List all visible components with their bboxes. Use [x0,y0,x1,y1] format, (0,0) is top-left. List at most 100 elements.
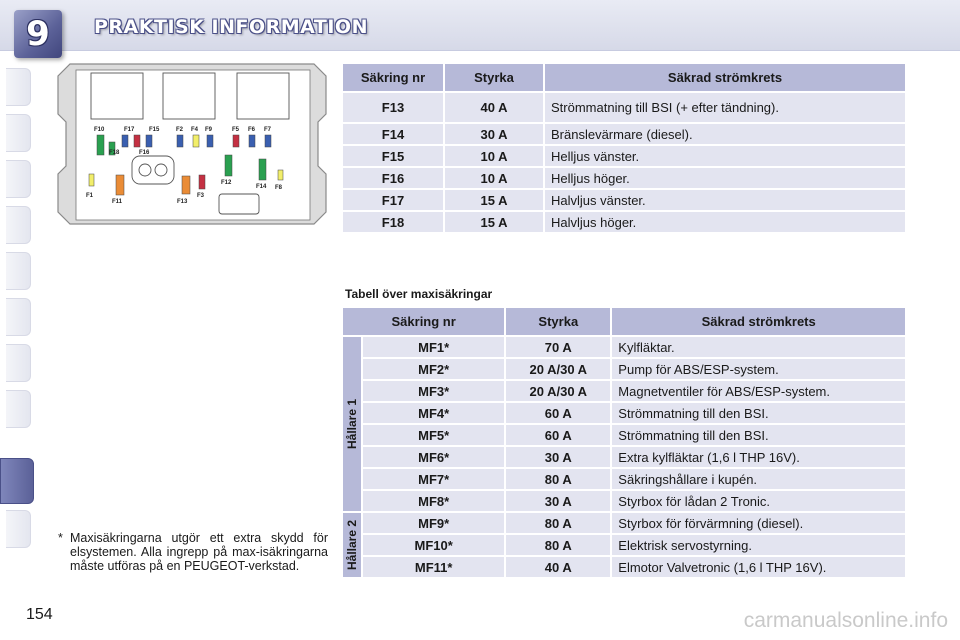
fuse-circuit: Säkringshållare i kupén. [612,469,905,489]
fuse-label: F14 [256,184,267,190]
fuse-rating: 20 A/30 A [506,359,611,379]
fuse-nr: F15 [343,146,443,166]
header-cell: Säkrad strömkrets [612,308,905,335]
fuse-f16 [133,134,141,148]
header-bar [0,0,960,51]
fuse-layer: F10 F18 F17 F16 F15 F2 F4 F9 F5 F6 F7 F12 F14 F8 F1 F11… [86,127,284,205]
table-row: F17 15 A Halvljus vänster. [343,190,905,210]
side-tab[interactable] [6,344,31,382]
fuse-f10 [96,134,105,156]
relay-slot [90,72,144,120]
fuse-label: F16 [139,150,150,156]
fuse-rating: 10 A [445,168,543,188]
fuse-label: F3 [197,193,205,199]
fuse-rating: 20 A/30 A [506,381,611,401]
fuse-f15 [145,134,153,148]
fuse-circuit: Strömmatning till den BSI. [612,403,905,423]
fuse-circuit: Styrbox för förvärmning (diesel). [612,513,905,533]
fuse-label: F2 [176,127,184,133]
table-row: MF10* 80 A Elektrisk servostyrning. [343,535,905,555]
footnote: * Maxisäkringarna utgör ett extra skydd … [58,531,328,573]
fuse-f6 [248,134,256,148]
fuse-rating: 30 A [445,124,543,144]
table-row: F16 10 A Helljus höger. [343,168,905,188]
fuse-f11 [115,174,125,196]
relay-slot [162,72,216,120]
side-tab[interactable] [6,298,31,336]
fuse-label: F10 [94,127,105,133]
fuse-nr: MF7* [363,469,505,489]
fuse-label: F17 [124,127,135,133]
table-row: F18 15 A Halvljus höger. [343,212,905,232]
fuse-circuit: Magnetventiler för ABS/ESP-system. [612,381,905,401]
footnote-text: Maxisäkringarna utgör ett extra skydd fö… [70,531,328,573]
fuse-label: F7 [264,127,272,133]
fuse-f13 [181,175,191,195]
table-row: MF3* 20 A/30 A Magnetventiler för ABS/ES… [343,381,905,401]
fuse-circuit: Bränslevärmare (diesel). [545,124,905,144]
fuse-f12 [224,154,233,177]
table-row: MF11* 40 A Elmotor Valvetronic (1,6 l TH… [343,557,905,577]
fuse-circuit: Helljus vänster. [545,146,905,166]
fuse-circuit: Strömmatning till den BSI. [612,425,905,445]
side-tab[interactable] [6,68,31,106]
header-cell: Säkring nr [343,308,505,335]
fuse-rating: 80 A [506,513,611,533]
fuse-label: F18 [109,150,120,156]
fuse-rating: 70 A [506,337,611,357]
fuse-circuit: Styrbox för lådan 2 Tronic. [612,491,905,511]
chapter-badge: 9 [14,10,62,58]
fuse-nr: MF9* [363,513,505,533]
group-label-cell: Hållare 1 [343,337,361,511]
side-tab[interactable] [6,114,31,152]
side-tab[interactable] [6,510,31,548]
fuse-label: F12 [221,180,232,186]
table-row: MF5* 60 A Strömmatning till den BSI. [343,425,905,445]
fuse-nr: MF5* [363,425,505,445]
maxi-fuse-table: Säkring nr Styrka Säkrad strömkrets Håll… [341,306,907,579]
connector [131,155,175,185]
fuse-circuit: Halvljus höger. [545,212,905,232]
side-tab[interactable] [6,252,31,290]
fuse-label: F13 [177,199,188,205]
fuse-f9 [206,134,214,148]
table-row: Hållare 2 MF9* 80 A Styrbox för förvärmn… [343,513,905,577]
fuse-nr: MF8* [363,491,505,511]
fuse-circuit: Kylfläktar. [612,337,905,357]
fuse-nr: F18 [343,212,443,232]
side-tab[interactable] [6,206,31,244]
fuse-circuit: Extra kylfläktar (1,6 l THP 16V). [612,447,905,467]
fuse-nr: F17 [343,190,443,210]
fuse-nr: MF3* [363,381,505,401]
side-tab[interactable] [6,390,31,428]
fuse-rating: 80 A [506,469,611,489]
table-row: F13 40 A Strömmatning till BSI (+ efter … [343,93,905,122]
fuse-rating: 15 A [445,212,543,232]
group-label: Hållare 1 [345,398,359,450]
relay-slot [236,72,290,120]
fuse-f1 [88,173,95,187]
side-tab-active[interactable] [0,458,34,504]
fuse-nr: F13 [343,93,443,122]
table-row: MF6* 30 A Extra kylfläktar (1,6 l THP 16… [343,447,905,467]
fuse-label: F11 [112,199,123,205]
fuse-label: F15 [149,127,160,133]
fuse-nr: MF2* [363,359,505,379]
table-row: MF4* 60 A Strömmatning till den BSI. [343,403,905,423]
table-row: Hållare 1 MF1* 70 A Kylfläktar. [343,337,905,511]
connector-pin [154,163,168,177]
group-label-cell: Hållare 2 [343,513,361,577]
fuse-circuit: Pump för ABS/ESP-system. [612,359,905,379]
connector [218,193,260,215]
fuse-rating: 30 A [506,491,611,511]
side-tabs [0,60,34,580]
table-row: MF8* 30 A Styrbox för lådan 2 Tronic. [343,491,905,511]
watermark: carmanualsonline.info [743,609,948,632]
fuse-label: F5 [232,127,240,133]
group-label: Hållare 2 [345,519,359,571]
side-tab[interactable] [6,160,31,198]
fuse-label: F6 [248,127,256,133]
fuse-nr: F16 [343,168,443,188]
fuse-rating: 40 A [506,557,611,577]
fuse-circuit: Elektrisk servostyrning. [612,535,905,555]
